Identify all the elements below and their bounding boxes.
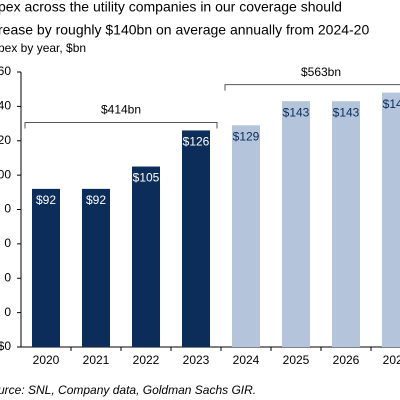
y-tick-label: $0 (0, 339, 11, 353)
value-label: $143 (283, 105, 310, 119)
axis-label: pex by year, $bn (0, 41, 86, 55)
y-tick-label: 0 (4, 270, 11, 284)
chart-title: pex across the utility companies in our … (0, 0, 342, 15)
y-tick-label: 0 (4, 202, 11, 216)
value-label: $143 (333, 105, 360, 119)
value-label: $129 (233, 129, 260, 143)
x-tick-label: 2024 (233, 353, 260, 367)
value-label: $126 (183, 135, 210, 149)
value-label: $92 (86, 193, 106, 207)
bracket-label: $414bn (101, 103, 141, 117)
bar (182, 130, 210, 347)
bracket (24, 121, 218, 129)
x-tick-label: 2020 (33, 353, 60, 367)
x-tick-label: 2021 (83, 353, 110, 367)
value-label: $105 (133, 171, 160, 185)
bar (82, 188, 110, 347)
y-tick-label: 0 (4, 236, 11, 250)
x-tick-label: 2027 (383, 353, 400, 367)
x-tick-label: 2022 (133, 353, 160, 367)
y-tick-label: 60 (0, 64, 11, 78)
x-tick-label: 2026 (333, 353, 360, 367)
y-tick-label: 0 (4, 305, 11, 319)
y-tick-label: 00 (0, 167, 11, 181)
x-tick-label: 2025 (283, 353, 310, 367)
bar (332, 101, 360, 347)
bracket-label: $563bn (301, 65, 341, 79)
y-tick-label: 20 (0, 133, 11, 147)
x-tick-label: 2023 (183, 353, 210, 367)
bar (282, 101, 310, 347)
y-tick-label: 40 (0, 99, 11, 113)
value-label: $92 (36, 193, 56, 207)
value-label: $148 (383, 97, 400, 111)
bar (382, 92, 400, 347)
bracket (224, 84, 400, 91)
chart-title: rease by roughly $140bn on average annua… (0, 22, 369, 38)
bar (32, 188, 60, 347)
bar (232, 125, 260, 347)
source: urce: SNL, Company data, Goldman Sachs G… (0, 383, 256, 397)
bar (132, 166, 160, 347)
